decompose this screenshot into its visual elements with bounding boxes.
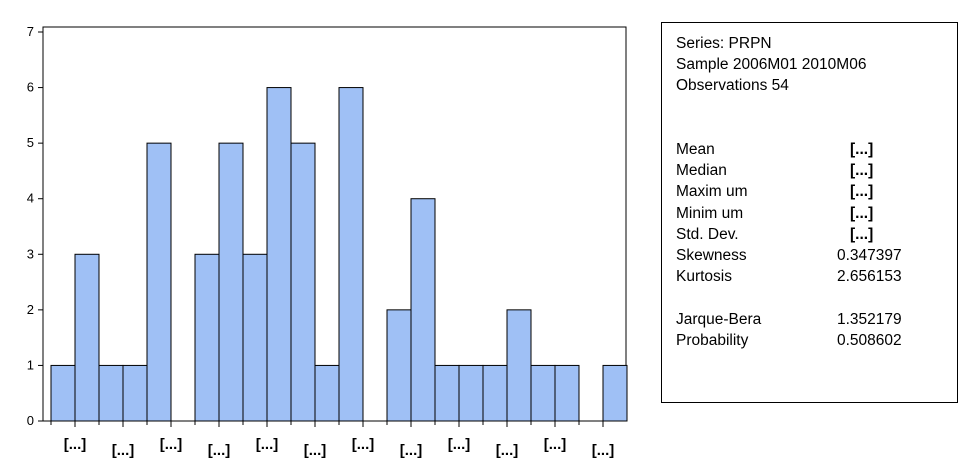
x-tick-label: [...] (112, 442, 135, 459)
histogram-bar (434, 364, 460, 422)
histogram-bar (242, 253, 268, 422)
stat-value: 1.352179 (837, 311, 902, 328)
stat-value: [...] (850, 183, 874, 200)
histogram-bar (458, 364, 484, 422)
stat-label: Median (676, 162, 727, 179)
plot-area (42, 26, 627, 422)
histogram-bar (554, 364, 580, 422)
x-tick-label: [...] (448, 436, 471, 453)
stat-label: Maxim um (676, 183, 748, 200)
histogram-bar (506, 309, 532, 422)
stat-label: Std. Dev. (676, 226, 739, 243)
x-tick-label: [...] (208, 442, 231, 459)
stat-label: Skewness (676, 247, 747, 264)
statistics-panel: Series: PRPN Sample 2006M01 2010M06 Obse… (661, 22, 958, 403)
x-tick-label: [...] (64, 436, 87, 453)
x-axis: [...] [...] [...] [...] [...] [...] [...] [...]… (50, 421, 640, 459)
histogram-bar (266, 87, 292, 422)
histogram-bar (314, 364, 340, 422)
y-axis: 0 1 2 3 4 5 6 7 (27, 24, 43, 428)
histogram-bar (146, 142, 172, 422)
stat-value: [...] (850, 141, 874, 158)
observations-count: Observations 54 (676, 77, 789, 94)
stat-value: 0.347397 (837, 247, 902, 264)
y-tick-label: 0 (27, 413, 34, 428)
y-tick-label: 4 (27, 191, 34, 206)
histogram-bar (386, 309, 412, 422)
histogram-bar (410, 198, 436, 422)
stat-value: [...] (850, 162, 874, 179)
stat-label: Kurtosis (676, 268, 732, 285)
stat-label: Minim um (676, 205, 744, 222)
histogram-bar (122, 364, 148, 422)
histogram-bar (482, 364, 508, 422)
histogram-bar (530, 364, 556, 422)
y-tick-label: 6 (27, 80, 34, 95)
x-tick-label: [...] (496, 442, 519, 459)
y-tick-label: 2 (27, 302, 34, 317)
x-tick-label: [...] (400, 442, 423, 459)
y-tick-label: 5 (27, 135, 34, 150)
stat-value: [...] (850, 205, 874, 222)
histogram-bar (98, 364, 124, 422)
bars (50, 87, 628, 422)
histogram-bar (218, 142, 244, 422)
stat-value: [...] (850, 226, 874, 243)
stat-value: 2.656153 (837, 268, 902, 285)
histogram-bar (602, 364, 628, 422)
stat-label: Probability (676, 332, 749, 349)
stat-value: 0.508602 (837, 332, 902, 349)
x-tick-label: [...] (160, 436, 183, 453)
x-tick-label: [...] (304, 442, 327, 459)
series-name: Series: PRPN (676, 35, 772, 52)
histogram-bar (74, 253, 100, 422)
sample-range: Sample 2006M01 2010M06 (676, 56, 867, 73)
x-tick-label: [...] (352, 436, 375, 453)
histogram-bar (338, 87, 364, 422)
y-tick-label: 3 (27, 246, 34, 261)
x-tick-label: [...] (592, 442, 615, 459)
histogram-bar (290, 142, 316, 422)
x-tick-label: [...] (544, 436, 567, 453)
y-tick-label: 7 (27, 24, 34, 39)
y-tick-label: 1 (27, 357, 34, 372)
x-tick-label: [...] (256, 436, 279, 453)
histogram-bar (50, 364, 76, 422)
histogram-bar (194, 253, 220, 422)
stat-label: Jarque-Bera (676, 311, 762, 328)
stat-label: Mean (676, 141, 715, 158)
